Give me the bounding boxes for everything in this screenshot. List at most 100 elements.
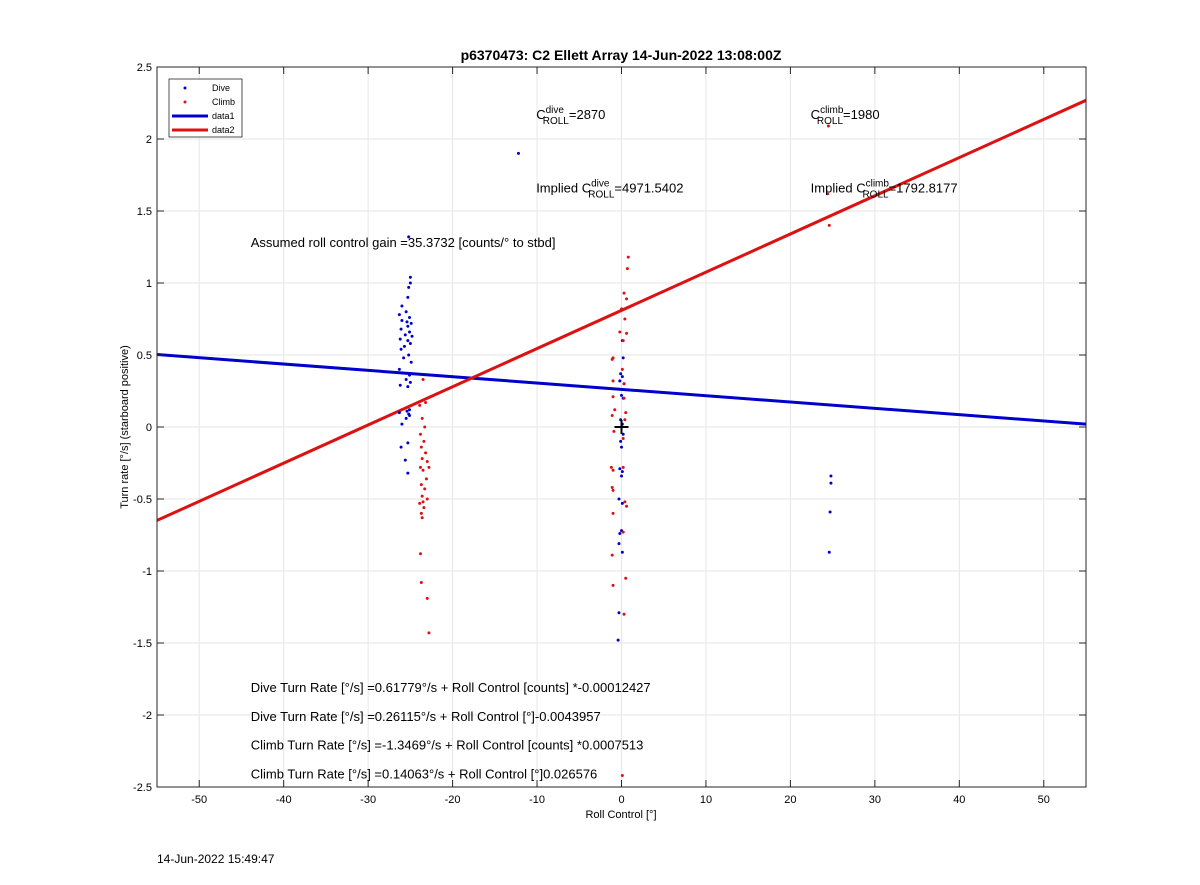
x-tick-label: -40 bbox=[276, 794, 292, 806]
series-line-data1 bbox=[157, 353, 1086, 426]
point-climb bbox=[620, 773, 624, 777]
point-climb bbox=[611, 488, 615, 492]
point-dive bbox=[620, 393, 623, 397]
point-climb bbox=[611, 379, 615, 383]
point-climb bbox=[623, 500, 627, 504]
chart-title: p6370473: C2 Ellett Array 14-Jun-2022 13… bbox=[461, 47, 782, 63]
point-dive bbox=[406, 339, 410, 343]
point-climb bbox=[427, 465, 431, 469]
point-dive bbox=[408, 275, 412, 279]
point-dive bbox=[402, 344, 406, 348]
point-dive bbox=[408, 373, 412, 377]
point-dive bbox=[405, 409, 409, 413]
point-climb bbox=[624, 576, 628, 580]
x-axis-label: Roll Control [°] bbox=[585, 809, 656, 821]
annotation-sub: ROLL bbox=[817, 116, 844, 127]
point-climb bbox=[422, 439, 426, 443]
y-tick-label: 0.5 bbox=[137, 350, 152, 362]
annotation-sup: dive bbox=[546, 105, 565, 116]
annotation-prefix: Implied bbox=[811, 180, 857, 195]
point-climb bbox=[610, 413, 614, 417]
point-climb bbox=[419, 581, 423, 585]
point-climb bbox=[611, 395, 615, 399]
point-climb bbox=[625, 504, 629, 508]
scatter-points bbox=[397, 124, 833, 777]
point-dive bbox=[407, 285, 411, 289]
x-tick-label: 50 bbox=[1038, 794, 1050, 806]
point-dive bbox=[828, 510, 832, 514]
x-tick-label: -50 bbox=[191, 794, 207, 806]
y-axis-label: Turn rate [°/s] (starboard positive) bbox=[119, 345, 131, 509]
point-dive bbox=[403, 458, 407, 462]
point-climb bbox=[826, 192, 830, 196]
point-dive bbox=[410, 334, 414, 338]
annotation-eq3: Climb Turn Rate [°/s] =-1.3469°/s + Roll… bbox=[251, 738, 644, 753]
point-dive bbox=[620, 470, 624, 474]
legend-label: data2 bbox=[212, 125, 235, 135]
point-dive bbox=[404, 416, 408, 420]
point-dive bbox=[621, 356, 625, 360]
point-dive bbox=[400, 304, 404, 308]
y-tick-label: -2.5 bbox=[133, 782, 152, 794]
point-climb bbox=[419, 445, 423, 449]
point-dive bbox=[404, 377, 408, 381]
point-climb bbox=[620, 367, 624, 371]
legend: Dive Climb data1 data2 bbox=[168, 78, 243, 138]
point-climb bbox=[621, 437, 625, 441]
point-dive bbox=[399, 327, 403, 331]
point-climb bbox=[626, 255, 630, 259]
point-climb bbox=[418, 501, 422, 505]
point-climb bbox=[611, 511, 615, 515]
crosshair-marker bbox=[614, 420, 629, 434]
point-climb bbox=[427, 631, 431, 635]
point-dive bbox=[619, 439, 623, 443]
x-tick-label: 40 bbox=[953, 794, 965, 806]
point-dive bbox=[398, 383, 402, 387]
legend-label: data1 bbox=[212, 111, 235, 121]
annotation-sup: dive bbox=[591, 178, 610, 189]
point-climb bbox=[826, 124, 830, 128]
point-dive bbox=[407, 353, 411, 357]
point-dive bbox=[620, 445, 623, 449]
x-tick-label: 20 bbox=[784, 794, 796, 806]
point-dive bbox=[618, 379, 622, 383]
annotation-sub: ROLL bbox=[588, 189, 615, 200]
annotation-dive-c: Cdive ROLL=2870 bbox=[536, 105, 605, 127]
point-dive bbox=[403, 333, 407, 337]
point-dive bbox=[408, 408, 412, 412]
point-dive bbox=[620, 474, 623, 478]
point-dive bbox=[397, 367, 401, 371]
annotation-value: =1980 bbox=[843, 107, 880, 122]
point-climb bbox=[419, 511, 423, 515]
x-tick-label: 30 bbox=[869, 794, 881, 806]
point-dive bbox=[408, 330, 412, 334]
point-climb bbox=[612, 429, 616, 433]
point-climb bbox=[613, 408, 617, 412]
point-climb bbox=[421, 500, 425, 504]
legend-box bbox=[168, 78, 243, 138]
point-climb bbox=[624, 411, 628, 415]
point-climb bbox=[610, 485, 614, 489]
y-tick-label: 2 bbox=[146, 134, 152, 146]
point-dive bbox=[406, 441, 410, 445]
annotation-base: C bbox=[536, 107, 545, 122]
annotation-climb-c: Cclimb ROLL=1980 bbox=[811, 105, 880, 127]
point-climb bbox=[621, 339, 625, 343]
point-dive bbox=[406, 385, 410, 389]
point-dive bbox=[408, 316, 412, 320]
y-tick-label: -1 bbox=[142, 566, 152, 578]
annotation-eq2: Dive Turn Rate [°/s] =0.26115°/s + Roll … bbox=[251, 709, 601, 724]
point-climb bbox=[610, 357, 614, 361]
point-climb bbox=[418, 552, 422, 556]
point-climb bbox=[625, 297, 629, 301]
point-dive bbox=[408, 281, 412, 285]
annotation-base: C bbox=[582, 180, 591, 195]
legend-label: Climb bbox=[212, 97, 235, 107]
point-dive bbox=[400, 318, 404, 322]
point-climb bbox=[418, 403, 422, 407]
point-climb bbox=[425, 596, 429, 600]
point-climb bbox=[425, 460, 429, 464]
point-dive bbox=[617, 497, 621, 501]
y-tick-label: -0.5 bbox=[133, 494, 152, 506]
point-dive bbox=[404, 310, 408, 314]
